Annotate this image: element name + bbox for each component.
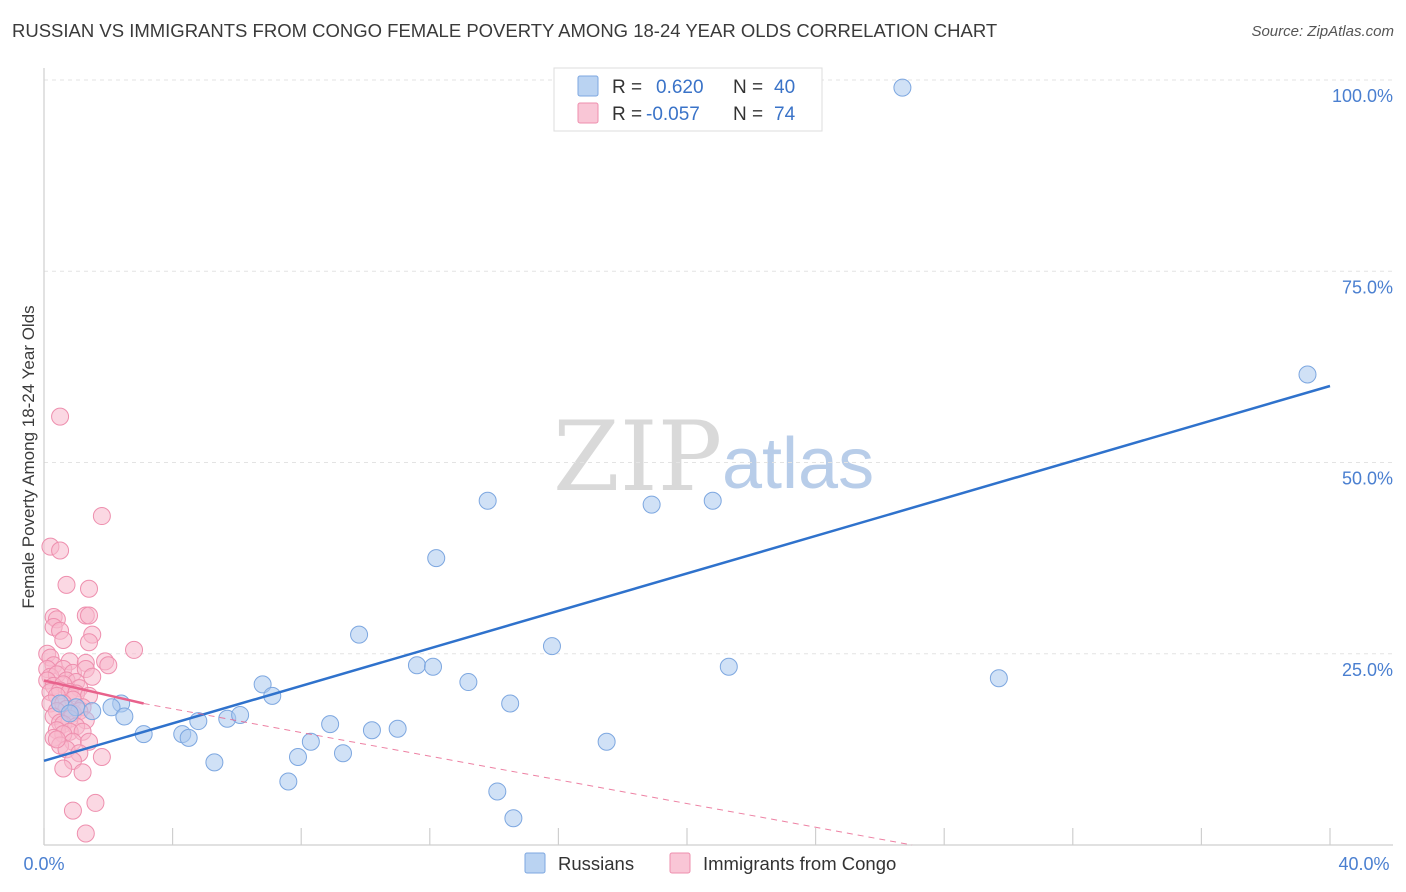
legend-r-value-russians: 0.620 <box>656 77 704 98</box>
y-tick-label: 100.0% <box>1332 86 1393 106</box>
point-congo <box>80 606 99 625</box>
point-congo <box>63 801 82 820</box>
point-russians <box>350 625 369 644</box>
gridlines <box>44 79 1393 655</box>
point-russians <box>1298 365 1317 384</box>
point-russians <box>459 673 478 692</box>
point-russians <box>642 495 661 514</box>
point-congo <box>51 407 70 426</box>
point-russians <box>288 748 307 767</box>
point-congo <box>80 579 99 598</box>
series-legend-label-russians: Russians <box>558 853 634 874</box>
watermark-atlas: atlas <box>722 424 874 504</box>
point-russians <box>989 669 1008 688</box>
legend-n-label-russians: N = <box>733 77 763 98</box>
point-russians <box>407 656 426 675</box>
point-congo <box>99 656 118 675</box>
trend-line-congo <box>43 679 144 705</box>
series-legend: Russians Immigrants from Congo <box>524 852 896 874</box>
point-russians <box>115 707 134 726</box>
point-russians <box>60 704 79 723</box>
point-russians <box>504 809 523 828</box>
point-russians <box>362 721 381 740</box>
point-russians <box>542 637 561 656</box>
x-tick-label-max: 40.0% <box>1338 854 1389 874</box>
y-tick-label: 75.0% <box>1342 277 1393 297</box>
source-label: Source: ZipAtlas.com <box>1251 23 1394 40</box>
point-russians <box>253 675 272 694</box>
legend-r-value-congo: -0.057 <box>646 104 700 125</box>
point-russians <box>597 732 616 751</box>
point-congo <box>92 507 111 526</box>
point-russians <box>279 772 298 791</box>
point-russians <box>231 705 250 724</box>
y-tick-label: 50.0% <box>1342 469 1393 489</box>
point-russians <box>424 657 443 676</box>
point-congo <box>73 763 92 782</box>
watermark-zip: ZIP <box>553 401 722 513</box>
legend-r-label-congo: R = <box>612 104 642 125</box>
legend-swatch-congo <box>577 102 599 124</box>
point-russians <box>179 728 198 747</box>
point-congo <box>80 633 99 652</box>
point-russians <box>893 78 912 97</box>
trend-lines <box>43 384 1331 846</box>
point-congo <box>54 759 73 778</box>
legend-n-label-congo: N = <box>733 104 763 125</box>
point-congo <box>51 541 70 560</box>
legend-swatch-russians <box>577 75 599 97</box>
point-russians <box>205 753 224 772</box>
x-axis-ticks <box>43 828 1331 845</box>
point-congo <box>92 748 111 767</box>
point-russians <box>719 657 738 676</box>
stats-legend: R = 0.620 N = 40 R = -0.057 N = 74 <box>553 67 823 132</box>
point-russians <box>488 782 507 801</box>
legend-n-value-congo: 74 <box>774 104 796 125</box>
point-congo <box>54 630 73 649</box>
point-congo <box>76 824 95 843</box>
point-russians <box>703 491 722 510</box>
y-tick-label: 25.0% <box>1342 660 1393 680</box>
legend-r-label-russians: R = <box>612 77 642 98</box>
point-russians <box>83 702 102 721</box>
x-tick-label-min: 0.0% <box>23 854 64 874</box>
point-congo <box>47 730 66 749</box>
series-legend-swatch-russians <box>524 852 546 874</box>
point-russians <box>478 491 497 510</box>
series-legend-label-congo: Immigrants from Congo <box>703 853 896 874</box>
chart-title: RUSSIAN VS IMMIGRANTS FROM CONGO FEMALE … <box>12 20 998 41</box>
point-russians <box>321 715 340 734</box>
trend-line-russians <box>43 384 1331 763</box>
stats-legend-box <box>553 67 823 132</box>
legend-n-value-russians: 40 <box>774 77 795 98</box>
point-russians <box>501 694 520 713</box>
y-tick-labels: 25.0% 50.0% 75.0% 100.0% <box>1332 86 1393 680</box>
point-congo <box>83 667 102 686</box>
point-russians <box>333 744 352 763</box>
point-russians <box>388 719 407 738</box>
point-congo <box>57 575 76 594</box>
point-russians <box>427 549 446 568</box>
point-russians <box>301 732 320 751</box>
point-congo <box>86 793 105 812</box>
trend-line-congo-extension <box>143 702 913 846</box>
y-axis-label: Female Poverty Among 18-24 Year Olds <box>19 305 38 608</box>
series-legend-swatch-congo <box>669 852 691 874</box>
point-russians <box>102 698 121 717</box>
point-congo <box>125 640 144 659</box>
